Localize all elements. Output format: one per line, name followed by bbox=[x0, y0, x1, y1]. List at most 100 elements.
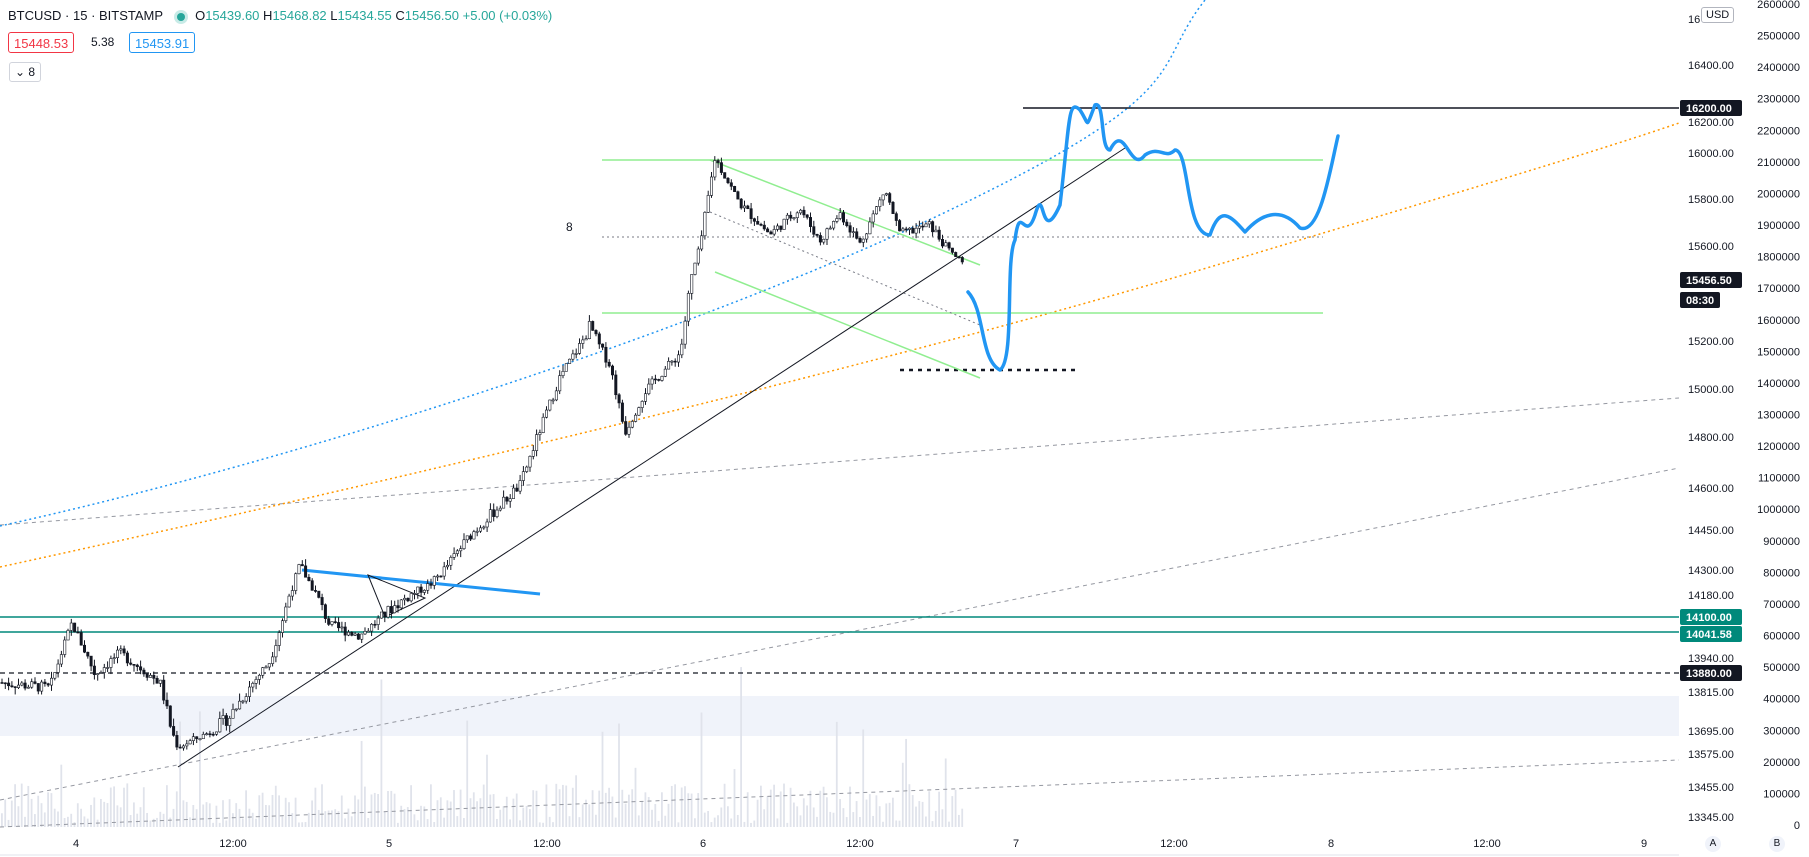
candle-body bbox=[795, 212, 799, 218]
volume-bar bbox=[822, 786, 825, 827]
candle-body bbox=[868, 221, 872, 235]
volume-bar bbox=[707, 810, 709, 827]
candle-body bbox=[116, 649, 120, 658]
candle-body bbox=[931, 221, 935, 233]
volume-bar bbox=[898, 820, 901, 827]
auto-scale-button[interactable]: A bbox=[1705, 836, 1721, 852]
volume-bar bbox=[832, 812, 835, 827]
candle-body bbox=[337, 622, 341, 629]
volume-bar bbox=[809, 790, 812, 827]
volume-bar bbox=[235, 803, 238, 827]
candle-body bbox=[528, 456, 532, 468]
candle-body bbox=[802, 209, 806, 216]
volume-bar bbox=[109, 787, 112, 827]
volume-bar bbox=[868, 794, 871, 827]
volume-bar bbox=[456, 816, 459, 827]
indicators-toggle[interactable]: ⌄ 8 bbox=[9, 62, 42, 82]
volume-bar bbox=[274, 785, 277, 827]
candle-body bbox=[716, 160, 720, 163]
volume-bar bbox=[944, 758, 947, 827]
candle-body bbox=[934, 229, 938, 233]
candle-body bbox=[234, 708, 238, 711]
candle-body bbox=[766, 228, 770, 233]
volume-bar bbox=[482, 784, 485, 827]
buy-button[interactable]: 15453.91 bbox=[129, 32, 196, 53]
volume-bar bbox=[829, 811, 832, 827]
volume-bar bbox=[799, 815, 802, 827]
time-tick-labels[interactable]: 4 12:00 5 12:00 6 12:00 7 12:00 8 12:00 9 bbox=[73, 838, 1647, 850]
volume-tick: 700000 bbox=[1763, 599, 1800, 611]
candle-body bbox=[469, 535, 473, 540]
volume-bar bbox=[687, 793, 690, 827]
volume-bar bbox=[416, 820, 419, 827]
volume-bar bbox=[340, 795, 343, 827]
candle-body bbox=[135, 664, 139, 668]
volume-bar bbox=[357, 799, 360, 827]
volume-bar bbox=[628, 794, 630, 827]
currency-badge[interactable]: USD bbox=[1701, 7, 1735, 23]
volume-bar bbox=[872, 815, 874, 827]
volume-bar bbox=[882, 821, 884, 827]
regression-line bbox=[0, 397, 1680, 526]
candle-body bbox=[667, 361, 671, 370]
candle-body bbox=[901, 228, 905, 232]
candle-body bbox=[601, 343, 605, 348]
candle-body bbox=[960, 257, 964, 263]
candle-body bbox=[79, 632, 83, 646]
low-label: L bbox=[330, 8, 338, 23]
channel-line bbox=[714, 271, 981, 379]
sell-button[interactable]: 15448.53 bbox=[8, 32, 75, 53]
volume-bar bbox=[538, 822, 541, 827]
volume-bar bbox=[888, 802, 891, 827]
candle-body bbox=[112, 657, 116, 659]
candle-body bbox=[950, 247, 954, 253]
volume-bar bbox=[578, 817, 581, 827]
volume-bar bbox=[397, 822, 399, 827]
volume-bar bbox=[17, 806, 20, 827]
price-axis[interactable] bbox=[1679, 0, 1809, 857]
candle-body bbox=[73, 622, 77, 633]
volume-bar bbox=[568, 816, 571, 827]
price-label: 14100.00 bbox=[1686, 612, 1732, 624]
candle-body bbox=[182, 745, 186, 749]
volume-bar bbox=[499, 809, 502, 827]
candle-body bbox=[568, 358, 572, 364]
candle-body bbox=[957, 256, 961, 258]
candle-body bbox=[455, 550, 459, 554]
volume-bar bbox=[476, 801, 478, 827]
price-tick: 13455.00 bbox=[1688, 782, 1734, 794]
candle-body bbox=[294, 573, 298, 591]
candle-body bbox=[680, 343, 684, 356]
volume-histogram bbox=[1, 667, 964, 827]
symbol-title[interactable]: BTCUSD · 15 · BITSTAMP bbox=[8, 8, 164, 23]
candle-body bbox=[241, 700, 245, 703]
candle-body bbox=[937, 229, 941, 240]
candle-body bbox=[271, 656, 275, 664]
candle-body bbox=[465, 535, 469, 541]
candle-body bbox=[208, 733, 212, 736]
price-tick: 16000.00 bbox=[1688, 148, 1734, 160]
volume-bar bbox=[918, 801, 921, 827]
candle-body bbox=[20, 682, 24, 686]
volume-bar bbox=[258, 795, 261, 827]
volume-bar bbox=[185, 801, 188, 827]
volume-bar bbox=[634, 767, 637, 827]
volume-bar bbox=[393, 793, 396, 827]
volume-bar bbox=[426, 819, 429, 827]
candle-body bbox=[165, 699, 169, 707]
volume-bar bbox=[116, 805, 119, 827]
candle-body bbox=[449, 557, 453, 566]
candle-body bbox=[865, 233, 869, 240]
volume-bar bbox=[746, 792, 749, 827]
volume-tick: 1500000 bbox=[1757, 346, 1800, 358]
volume-bar bbox=[228, 799, 231, 827]
volume-bar bbox=[786, 822, 789, 827]
candle-body bbox=[340, 626, 344, 629]
candle-body bbox=[53, 672, 57, 679]
price-tick: 14450.00 bbox=[1688, 525, 1734, 537]
candle-body bbox=[439, 575, 443, 578]
volume-bar bbox=[208, 803, 211, 827]
log-scale-button[interactable]: B bbox=[1769, 836, 1785, 852]
volume-bar bbox=[677, 822, 680, 827]
